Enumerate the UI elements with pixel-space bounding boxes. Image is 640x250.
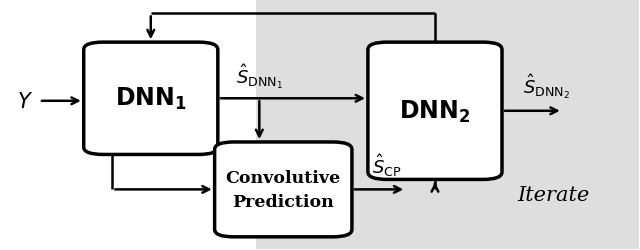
FancyBboxPatch shape xyxy=(84,43,218,155)
Text: Convolutive
Prediction: Convolutive Prediction xyxy=(226,170,341,210)
Text: $\hat{S}_{\mathrm{DNN}_2}$: $\hat{S}_{\mathrm{DNN}_2}$ xyxy=(523,72,570,101)
FancyBboxPatch shape xyxy=(214,142,352,237)
Text: Iterate: Iterate xyxy=(517,185,589,204)
Text: $\mathbf{DNN}_\mathbf{1}$: $\mathbf{DNN}_\mathbf{1}$ xyxy=(115,86,187,112)
Text: $\mathbf{DNN}_\mathbf{2}$: $\mathbf{DNN}_\mathbf{2}$ xyxy=(399,98,470,124)
Text: $Y$: $Y$ xyxy=(17,92,33,111)
Text: $\hat{S}_{\mathrm{CP}}$: $\hat{S}_{\mathrm{CP}}$ xyxy=(372,152,402,178)
Text: $\hat{S}_{\mathrm{DNN}_1}$: $\hat{S}_{\mathrm{DNN}_1}$ xyxy=(236,62,283,91)
Bar xyxy=(256,1,639,249)
FancyBboxPatch shape xyxy=(368,43,502,180)
